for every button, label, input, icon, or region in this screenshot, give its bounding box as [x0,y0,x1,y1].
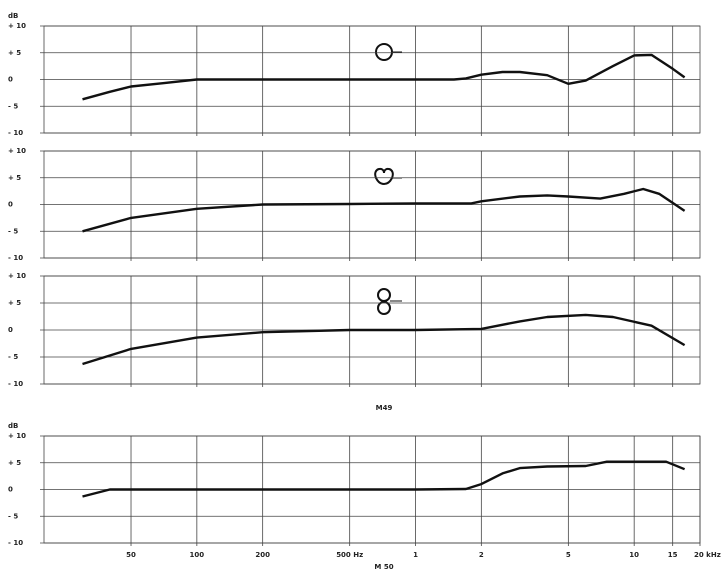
x-tick-label: 1 [413,551,418,559]
figure8-bottom [377,301,391,315]
y-tick-label: 0 [8,486,13,494]
y-tick-label: 0 [8,76,13,84]
y-tick-label: + 10 [8,432,26,440]
y-tick-label: 0 [8,201,13,209]
response-curve [82,187,686,233]
y-tick-label: - 5 [8,512,18,520]
y-tick-label: - 10 [8,129,23,137]
y-axis-label: dB [8,422,18,430]
y-tick-label: + 10 [8,272,26,280]
y-tick-label: - 5 [8,227,18,235]
y-tick-label: - 10 [8,254,23,262]
y-axis-label: dB [8,12,18,20]
y-tick-label: - 5 [8,353,18,361]
y-tick-label: + 5 [8,174,21,182]
y-tick-label: + 10 [8,147,26,155]
y-tick-label: - 10 [8,539,23,547]
x-tick-label: 100 [190,551,205,559]
x-tick-label: 2 [479,551,484,559]
response-curve [82,313,686,366]
x-tick-label: 20 kHz [694,551,721,559]
x-tick-label: 50 [126,551,136,559]
y-tick-label: + 10 [8,22,26,30]
caption: M 50 [374,563,393,571]
y-tick-label: - 10 [8,380,23,388]
y-tick-label: + 5 [8,459,21,467]
cardioid-symbol [374,167,394,185]
y-tick-label: + 5 [8,49,21,57]
y-tick-label: 0 [8,326,13,334]
response-curve [82,53,686,101]
x-tick-label: 15 [668,551,678,559]
y-tick-label: + 5 [8,299,21,307]
x-tick-label: 500 Hz [336,551,363,559]
pattern-symbols [374,43,402,315]
x-tick-label: 200 [255,551,270,559]
x-tick-label: 5 [566,551,571,559]
y-tick-label: - 5 [8,102,18,110]
x-tick-label: 10 [629,551,639,559]
caption: M49 [376,404,393,412]
response-curve [82,460,686,498]
